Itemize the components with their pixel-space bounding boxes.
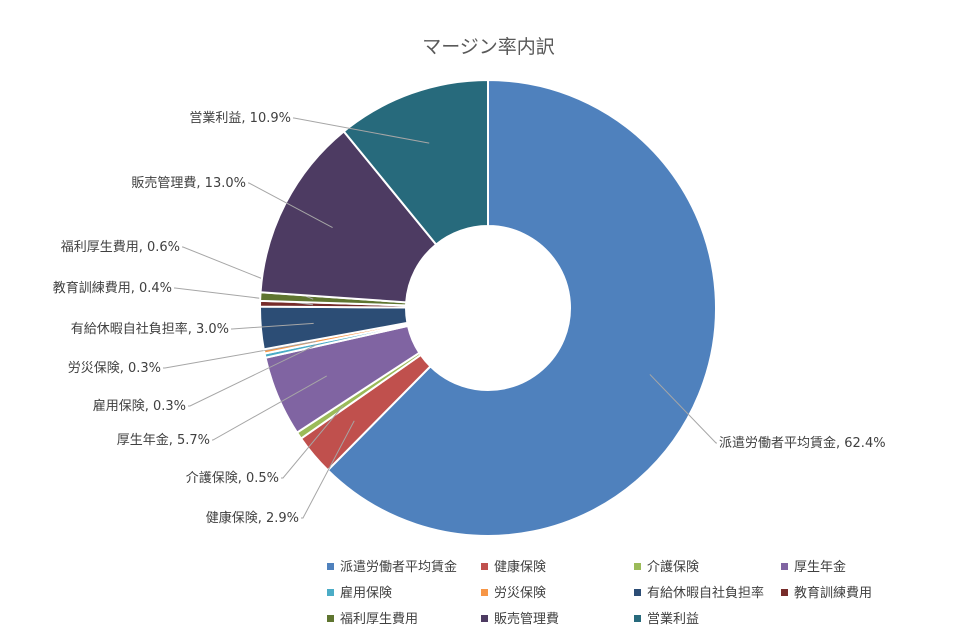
- leader-line-3: [212, 375, 327, 441]
- data-label-7: 教育訓練費用, 0.4%: [53, 280, 172, 296]
- legend-label: 派遣労働者平均賃金: [340, 560, 458, 575]
- legend-swatch: [781, 589, 788, 596]
- legend-item-4: 雇用保険: [327, 582, 392, 601]
- legend-swatch: [634, 615, 641, 622]
- chart-title: マージン率内訳: [422, 36, 555, 58]
- slice-10: [342, 78, 489, 246]
- legend-label: 営業利益: [647, 612, 700, 627]
- legend-item-7: 教育訓練費用: [781, 582, 872, 601]
- legend-item-1: 健康保険: [481, 556, 546, 575]
- legend-label: 健康保険: [494, 560, 547, 575]
- legend-item-10: 営業利益: [634, 608, 699, 627]
- leader-line-6: [231, 322, 314, 330]
- leader-line-2: [281, 405, 344, 479]
- data-label-10: 営業利益, 10.9%: [189, 110, 291, 126]
- legend-swatch: [634, 563, 641, 570]
- data-label-5: 労災保険, 0.3%: [68, 361, 161, 376]
- data-label-9: 販売管理費, 13.0%: [131, 175, 246, 191]
- legend-label: 教育訓練費用: [794, 586, 873, 601]
- legend-swatch: [481, 563, 488, 570]
- legend-label: 雇用保険: [340, 586, 393, 601]
- data-label-0: 派遣労働者平均賃金, 62.4%: [719, 435, 886, 451]
- legend-item-8: 福利厚生費用: [327, 608, 418, 627]
- leader-line-1: [301, 420, 355, 519]
- legend-swatch: [327, 589, 334, 596]
- legend-swatch: [327, 615, 334, 622]
- leader-line-4: [188, 344, 318, 407]
- legend-label: 介護保険: [647, 560, 700, 575]
- legend-swatch: [327, 563, 334, 570]
- legend-swatch: [481, 615, 488, 622]
- leader-line-10: [293, 117, 430, 144]
- legend-label: 販売管理費: [494, 612, 560, 627]
- legend-item-6: 有給休暇自社負担率: [634, 582, 764, 601]
- slice-0: [326, 78, 717, 537]
- data-label-3: 厚生年金, 5.7%: [117, 432, 210, 448]
- legend-swatch: [781, 563, 788, 570]
- data-label-8: 福利厚生費用, 0.6%: [61, 240, 180, 255]
- data-label-1: 健康保険, 2.9%: [206, 510, 299, 526]
- legend-swatch: [481, 589, 488, 596]
- leader-line-0: [649, 374, 717, 444]
- slice-9: [259, 130, 438, 304]
- legend-label: 厚生年金: [794, 560, 847, 575]
- legend-item-0: 派遣労働者平均賃金: [327, 556, 457, 575]
- legend-item-9: 販売管理費: [481, 608, 559, 627]
- data-label-2: 介護保険, 0.5%: [186, 470, 279, 486]
- legend-label: 有給休暇自社負担率: [647, 586, 765, 601]
- legend-item-5: 労災保険: [481, 582, 546, 601]
- data-label-6: 有給休暇自社負担率, 3.0%: [71, 321, 229, 337]
- legend-swatch: [634, 589, 641, 596]
- legend-item-2: 介護保険: [634, 556, 699, 575]
- leader-line-5: [163, 340, 317, 369]
- legend-item-3: 厚生年金: [781, 556, 846, 575]
- data-label-4: 雇用保険, 0.3%: [93, 398, 186, 414]
- leader-line-9: [248, 182, 333, 229]
- legend-label: 福利厚生費用: [340, 612, 419, 627]
- legend-label: 労災保険: [494, 586, 547, 601]
